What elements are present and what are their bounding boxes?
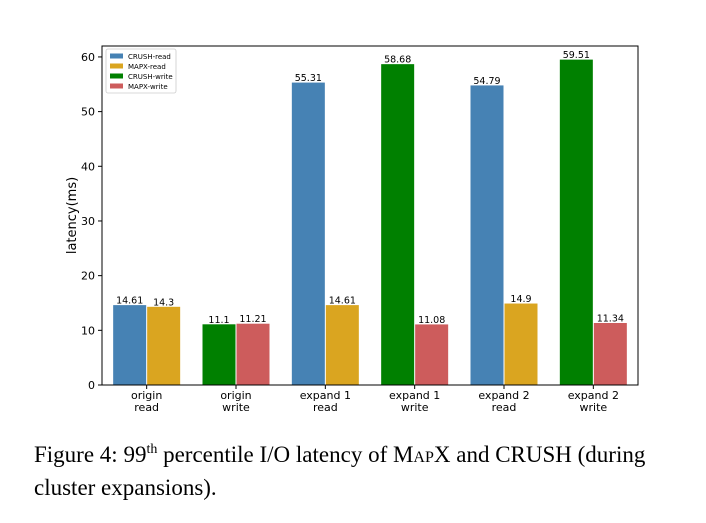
bar-value-label: 14.61 [116, 296, 143, 307]
caption-prefix: Figure 4: 99 [34, 442, 147, 467]
bar-value-label: 54.79 [473, 76, 500, 87]
bar-crush-read-2 [291, 82, 325, 385]
legend-swatch [110, 63, 123, 69]
plot-frame [101, 45, 639, 386]
y-tick-label: 20 [81, 270, 95, 283]
bar-value-label: 58.68 [384, 55, 411, 66]
bar-mapx-read-4 [504, 303, 538, 385]
y-tick-label: 60 [81, 51, 95, 64]
bar-value-label: 14.3 [153, 297, 174, 308]
x-tick-label: read [134, 401, 159, 414]
bar-crush-read-4 [470, 85, 504, 385]
x-tick-label: write [401, 401, 429, 414]
bar-chart: 14.61 14.3 11.1 11.21 55.31 14.61 58.68 11.08 54… [65, 45, 639, 414]
bar-value-label: 59.51 [563, 50, 590, 61]
bars-layer [113, 59, 627, 386]
caption-suffix: and CRUSH (during cluster expansions). [34, 442, 646, 500]
y-tick-label: 0 [88, 379, 95, 392]
figure-caption: Figure 4: 99th percentile I/O latency of… [34, 438, 684, 504]
bar-value-label: 11.08 [418, 315, 445, 326]
caption-system-name: MapX [392, 442, 451, 467]
legend-entry: CRUSH-read [128, 53, 171, 61]
x-tick-label: expand 1 [389, 389, 440, 402]
caption-superscript: th [146, 442, 158, 457]
bar-crush-read-0 [113, 305, 147, 385]
legend-swatch [110, 73, 123, 79]
bar-value-label: 14.61 [329, 296, 356, 307]
legend-swatch [110, 53, 123, 59]
x-tick-label: write [222, 401, 250, 414]
legend: CRUSH-read MAPX-read CRUSH-write MAPX-write [105, 48, 177, 94]
bar-mapx-write-3 [415, 324, 449, 385]
y-tick-label: 10 [81, 324, 95, 337]
x-tick-label: expand 1 [300, 389, 351, 402]
bar-mapx-write-1 [236, 323, 270, 385]
bar-value-label: 55.31 [295, 73, 322, 84]
bar-crush-write-1 [202, 324, 236, 385]
x-tick-label: expand 2 [478, 389, 529, 402]
y-tick-label: 50 [81, 106, 95, 119]
legend-entry: MAPX-read [128, 63, 166, 71]
bar-crush-write-5 [559, 59, 593, 385]
caption-middle: percentile I/O latency of [157, 442, 393, 467]
value-labels-layer: 14.61 14.3 11.1 11.21 55.31 14.61 58.68 11.08 54… [116, 50, 624, 326]
bar-value-label: 11.34 [597, 313, 624, 324]
y-tick-label: 30 [81, 215, 95, 228]
legend-swatch [110, 83, 123, 89]
x-tick-label: read [313, 401, 338, 414]
x-tick-label: read [492, 401, 517, 414]
legend-entry: CRUSH-write [128, 73, 173, 81]
legend-box [105, 48, 177, 94]
bar-value-label: 11.1 [208, 315, 229, 326]
bar-mapx-read-2 [325, 305, 359, 385]
x-tick-label: expand 2 [568, 389, 619, 402]
bar-value-label: 14.9 [510, 294, 531, 305]
legend-entry: MAPX-write [128, 83, 168, 91]
bar-mapx-write-5 [593, 322, 627, 385]
bar-crush-write-3 [381, 64, 415, 386]
y-axis: 0 10 20 30 40 50 60 [81, 51, 102, 392]
x-tick-label: write [580, 401, 608, 414]
bar-mapx-read-0 [147, 306, 181, 385]
x-tick-label: origin [131, 389, 162, 402]
y-tick-label: 40 [81, 160, 95, 173]
bar-value-label: 11.21 [239, 314, 266, 325]
x-tick-label: origin [220, 389, 251, 402]
y-axis-label: latency(ms) [65, 177, 80, 254]
